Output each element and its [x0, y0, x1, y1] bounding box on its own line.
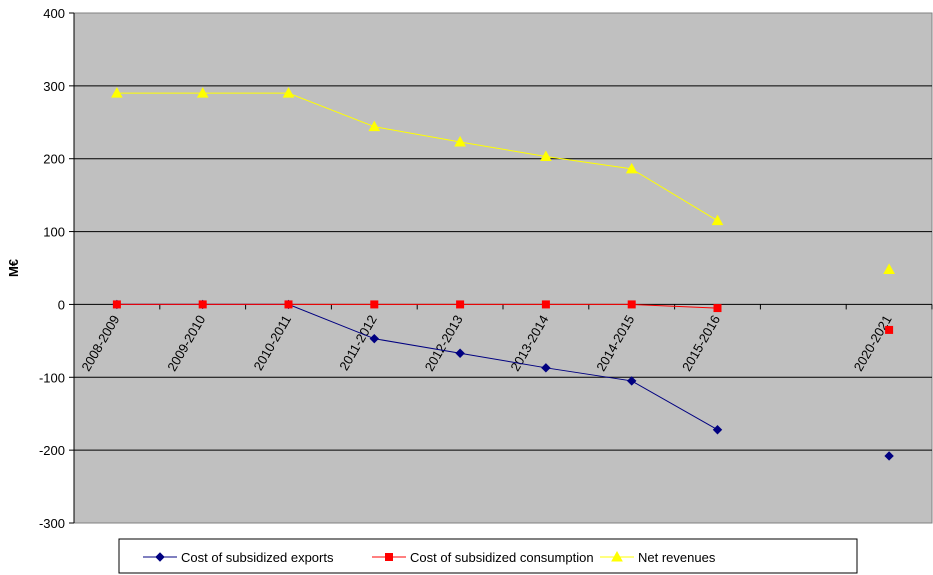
- data-point: [370, 300, 379, 309]
- data-point: [884, 451, 894, 461]
- data-point: [541, 363, 551, 373]
- data-point: [885, 325, 894, 334]
- legend-marker: [611, 550, 623, 562]
- y-axis: -300 -200 -100 0 100 200 300 400: [39, 6, 75, 531]
- data-point: [540, 150, 552, 162]
- legend-box: [118, 538, 858, 574]
- legend-label: Net revenues: [638, 550, 716, 565]
- y-tick-label: 400: [43, 6, 65, 21]
- y-tick-label: 0: [58, 297, 65, 312]
- data-point: [284, 300, 293, 309]
- y-tick-label: -100: [39, 370, 65, 385]
- data-point: [456, 300, 465, 309]
- y-tick-label: 300: [43, 79, 65, 94]
- y-axis-label: M€: [6, 259, 21, 277]
- data-point: [455, 348, 465, 358]
- data-point: [713, 304, 722, 313]
- series-layer: [111, 87, 895, 461]
- data-point: [454, 135, 466, 147]
- plot-area: [73, 12, 933, 524]
- series-line: [116, 303, 718, 309]
- series-2: [111, 87, 895, 274]
- data-point: [282, 87, 295, 98]
- y-tick-label: 100: [43, 225, 65, 240]
- legend-item: Cost of subsidized exports: [143, 550, 334, 565]
- data-point: [111, 87, 123, 98]
- data-point: [625, 162, 638, 174]
- series-line: [116, 92, 718, 222]
- data-point: [711, 214, 724, 226]
- legend: Cost of subsidized exports Cost of subsid…: [118, 538, 858, 574]
- y-tick-label: 200: [43, 152, 65, 167]
- data-point: [196, 87, 209, 98]
- legend-item: Net revenues: [600, 550, 716, 565]
- data-point: [712, 425, 723, 435]
- legend-marker: [155, 552, 165, 562]
- legend-label: Cost of subsidized exports: [181, 550, 334, 565]
- legend-marker: [385, 553, 393, 561]
- data-point: [627, 300, 636, 309]
- legend-label: Cost of subsidized consumption: [410, 550, 594, 565]
- data-point: [626, 376, 637, 386]
- data-point: [368, 120, 381, 132]
- legend-item: Cost of subsidized consumption: [372, 550, 594, 565]
- series-1: [112, 300, 894, 334]
- data-point: [369, 333, 380, 344]
- y-tick-label: -300: [39, 516, 65, 531]
- data-point: [112, 300, 121, 309]
- data-point: [541, 300, 550, 309]
- data-point: [198, 300, 207, 309]
- data-point: [883, 263, 895, 274]
- y-tick-label: -200: [39, 443, 65, 458]
